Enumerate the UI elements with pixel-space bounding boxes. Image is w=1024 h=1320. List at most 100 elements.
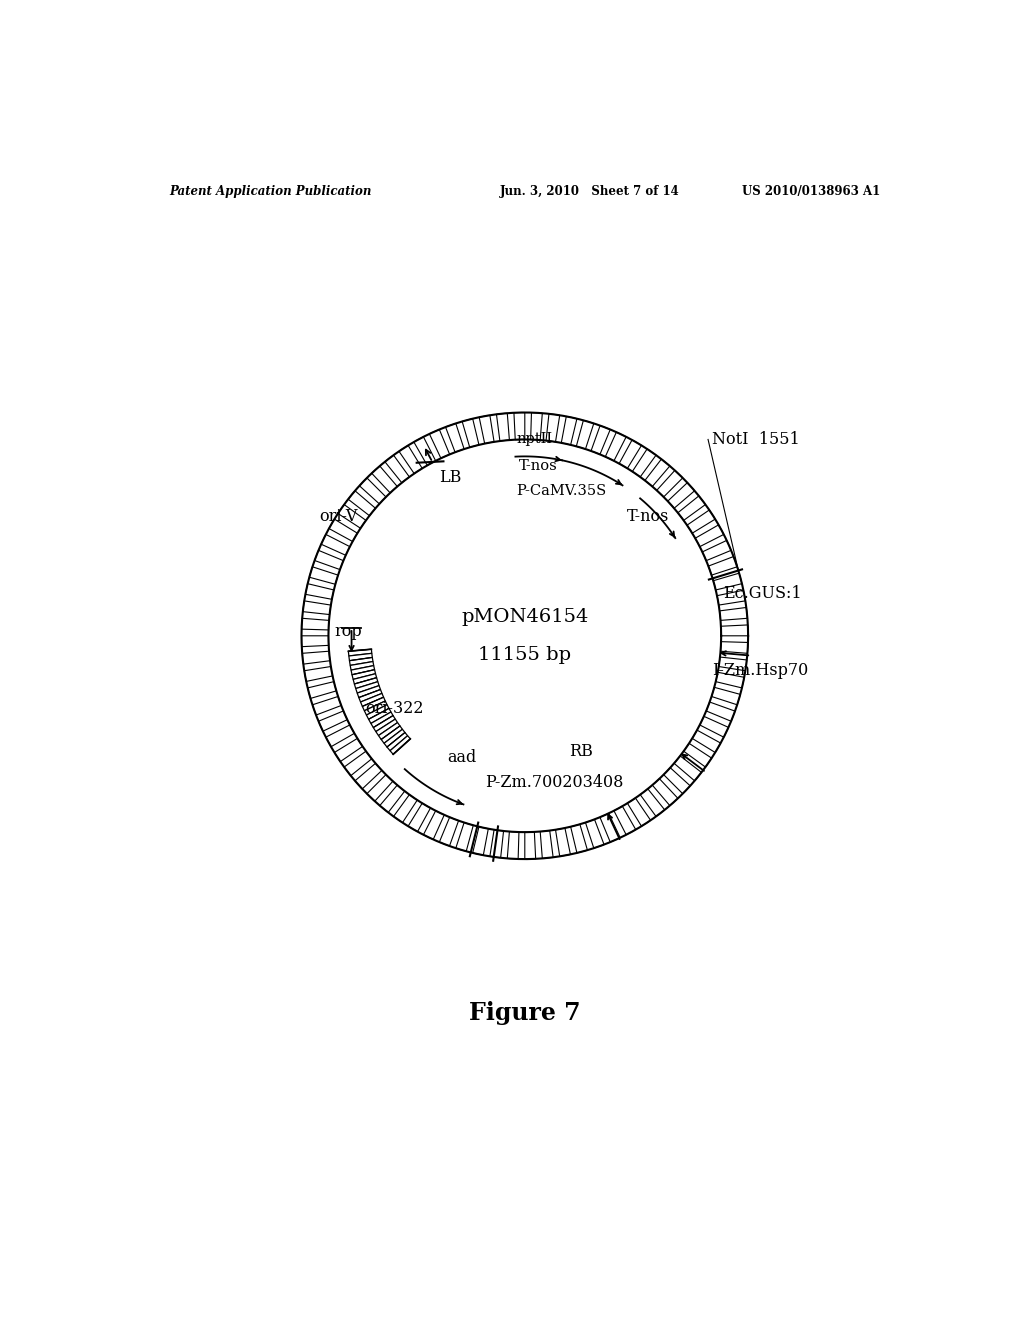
Polygon shape (314, 550, 343, 569)
Polygon shape (546, 413, 560, 442)
Polygon shape (456, 822, 473, 851)
Text: rop: rop (335, 623, 362, 640)
Polygon shape (358, 689, 382, 702)
Polygon shape (384, 729, 404, 747)
Polygon shape (717, 590, 745, 605)
Polygon shape (678, 496, 706, 520)
Polygon shape (714, 573, 742, 590)
Text: P-CaMV.35S: P-CaMV.35S (517, 484, 607, 498)
Polygon shape (367, 775, 393, 801)
Polygon shape (326, 725, 354, 747)
Polygon shape (668, 483, 694, 508)
Polygon shape (524, 832, 536, 859)
Polygon shape (349, 653, 373, 661)
Polygon shape (355, 763, 382, 789)
Polygon shape (380, 785, 404, 812)
Text: T-nos: T-nos (519, 459, 558, 474)
Polygon shape (301, 636, 329, 647)
Text: RB: RB (569, 743, 593, 760)
Polygon shape (555, 828, 570, 857)
Polygon shape (322, 535, 350, 556)
Polygon shape (620, 440, 641, 469)
Polygon shape (302, 651, 330, 664)
Polygon shape (692, 730, 721, 752)
Polygon shape (302, 618, 329, 630)
Polygon shape (303, 601, 331, 615)
Polygon shape (329, 519, 357, 541)
Polygon shape (371, 711, 393, 727)
Polygon shape (709, 557, 737, 576)
Text: NotI  1551: NotI 1551 (712, 430, 800, 447)
Polygon shape (387, 733, 408, 751)
Polygon shape (721, 642, 748, 653)
Text: aad: aad (447, 748, 476, 766)
Polygon shape (309, 566, 338, 585)
Polygon shape (348, 491, 376, 516)
Text: Patent Application Publication: Patent Application Publication (169, 185, 372, 198)
Polygon shape (702, 540, 731, 561)
Polygon shape (362, 697, 385, 710)
Text: Figure 7: Figure 7 (469, 1001, 581, 1026)
Polygon shape (462, 418, 479, 447)
Polygon shape (352, 669, 376, 680)
Polygon shape (348, 649, 372, 656)
Polygon shape (652, 779, 678, 805)
Text: LB: LB (439, 470, 461, 487)
Polygon shape (633, 449, 656, 477)
Polygon shape (429, 429, 450, 458)
Polygon shape (600, 813, 621, 842)
Polygon shape (399, 445, 422, 474)
Polygon shape (393, 795, 417, 822)
Polygon shape (489, 830, 504, 858)
Polygon shape (614, 807, 636, 834)
Polygon shape (497, 413, 509, 441)
Polygon shape (656, 470, 683, 496)
Polygon shape (605, 432, 627, 461)
Polygon shape (379, 722, 400, 739)
Polygon shape (561, 416, 577, 445)
Polygon shape (687, 510, 715, 533)
Polygon shape (699, 717, 728, 737)
Polygon shape (577, 420, 594, 449)
Polygon shape (445, 424, 464, 453)
Polygon shape (365, 701, 387, 715)
Polygon shape (372, 466, 397, 492)
Polygon shape (353, 673, 377, 684)
Polygon shape (390, 735, 411, 754)
Polygon shape (312, 697, 341, 715)
Polygon shape (360, 693, 384, 706)
Polygon shape (586, 820, 604, 849)
Polygon shape (338, 504, 366, 528)
Text: I-Zm.Hsp70: I-Zm.Hsp70 (712, 661, 808, 678)
Polygon shape (359, 478, 386, 504)
Polygon shape (674, 756, 701, 781)
Polygon shape (414, 437, 435, 466)
Polygon shape (307, 681, 336, 698)
Polygon shape (385, 455, 410, 483)
Text: T-nos: T-nos (628, 508, 670, 525)
Polygon shape (374, 715, 395, 731)
Polygon shape (720, 607, 748, 620)
Polygon shape (514, 413, 524, 440)
Polygon shape (305, 583, 334, 599)
Polygon shape (357, 685, 381, 697)
Polygon shape (318, 711, 347, 731)
Polygon shape (684, 743, 712, 767)
Polygon shape (591, 425, 610, 454)
Polygon shape (473, 826, 488, 855)
Text: nptII: nptII (517, 433, 553, 446)
Polygon shape (541, 830, 553, 858)
Text: Jun. 3, 2010   Sheet 7 of 14: Jun. 3, 2010 Sheet 7 of 14 (500, 185, 680, 198)
Polygon shape (721, 624, 749, 636)
Polygon shape (349, 657, 373, 665)
Polygon shape (707, 702, 735, 721)
Polygon shape (479, 416, 495, 444)
Polygon shape (409, 803, 430, 832)
Polygon shape (507, 832, 519, 859)
Polygon shape (695, 525, 724, 546)
Polygon shape (367, 705, 389, 719)
Polygon shape (423, 810, 444, 840)
Text: 11155 bp: 11155 bp (478, 645, 571, 664)
Polygon shape (628, 799, 650, 826)
Polygon shape (369, 709, 391, 723)
